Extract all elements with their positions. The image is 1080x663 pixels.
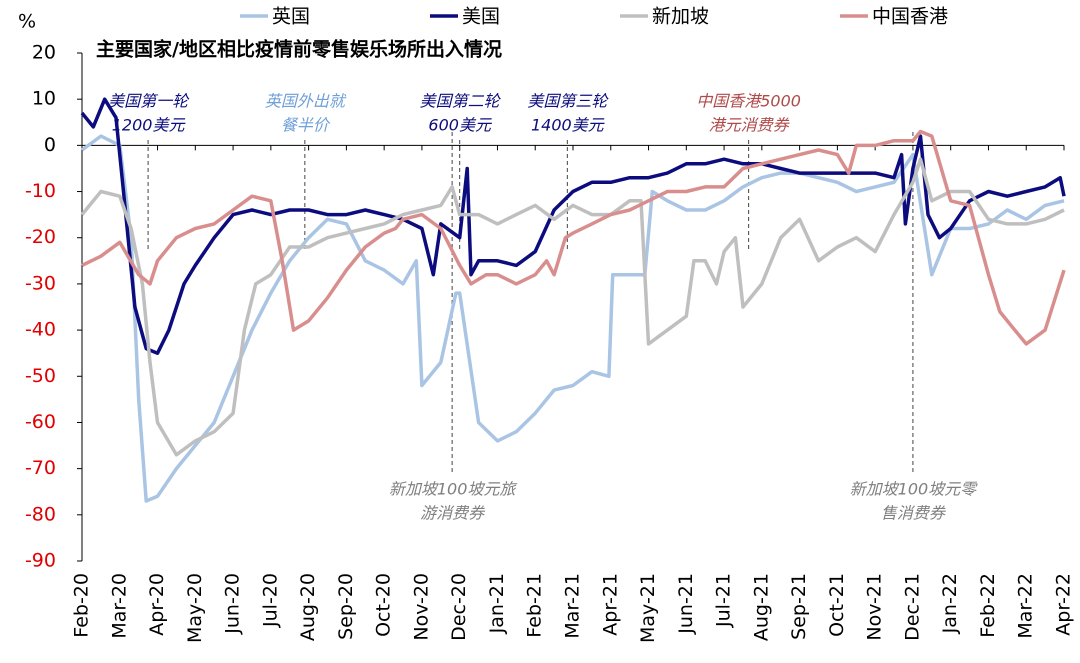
annotation-text: 新加坡100坡元零 — [850, 480, 979, 499]
annotation-text: 美国第一轮 — [108, 92, 190, 111]
x-tick-label: Aug-21 — [750, 573, 772, 641]
chart-title: 主要国家/地区相比疫情前零售娱乐场所出入情况 — [96, 38, 502, 61]
y-unit: % — [18, 11, 36, 33]
x-tick-label: Mar-21 — [562, 573, 584, 639]
annotation-text: 美国第二轮 — [420, 92, 502, 111]
x-tick-label: Jun-20 — [222, 573, 244, 635]
x-tick-label: Nov-20 — [410, 573, 432, 641]
y-tick-label: -20 — [25, 226, 56, 248]
x-tick-label: Jul-21 — [713, 573, 735, 628]
series-line — [80, 97, 1066, 355]
y-tick-label: -70 — [25, 457, 56, 479]
x-tick-label: Mar-22 — [1015, 573, 1037, 639]
x-tick-label: Apr-21 — [599, 573, 621, 636]
x-tick-label: Apr-22 — [1053, 573, 1075, 636]
annotation-text: 1400美元 — [531, 116, 606, 135]
x-tick-label: Jan-21 — [486, 573, 508, 634]
series-line — [80, 134, 1065, 503]
annotation-text: 餐半价 — [281, 116, 331, 135]
y-tick-label: -80 — [25, 503, 56, 525]
x-tick-label: Feb-21 — [524, 573, 546, 638]
x-tick-label: May-20 — [184, 573, 206, 643]
y-tick-label: -50 — [25, 365, 56, 387]
annotation-text: 1200美元 — [112, 116, 187, 135]
annotation-text: 英国外出就 — [265, 92, 347, 111]
x-tick-label: Apr-20 — [146, 573, 168, 636]
x-tick-label: Oct-21 — [826, 573, 848, 637]
x-tick-label: Feb-22 — [977, 573, 999, 638]
legend-label: 新加坡 — [652, 6, 709, 28]
series-line — [81, 129, 1066, 346]
x-tick-label: Dec-20 — [448, 573, 470, 641]
x-tick-label: Dec-21 — [901, 573, 923, 641]
y-tick-label: -90 — [25, 550, 56, 572]
y-tick-label: -40 — [25, 319, 56, 341]
x-tick-label: Feb-20 — [71, 573, 93, 638]
y-tick-label: 10 — [32, 88, 56, 110]
x-tick-label: Jan-22 — [939, 573, 961, 634]
x-tick-label: Sep-20 — [335, 573, 357, 640]
series-line — [80, 157, 1065, 457]
annotation-text: 港元消费券 — [709, 116, 791, 135]
legend-label: 中国香港 — [872, 6, 948, 28]
x-tick-label: Aug-20 — [297, 573, 319, 641]
x-tick-label: Jun-21 — [675, 573, 697, 635]
annotation-text: 600美元 — [428, 116, 493, 135]
x-tick-label: Mar-20 — [108, 573, 130, 639]
annotation-text: 游消费券 — [420, 504, 486, 523]
annotation-text: 售消费券 — [881, 504, 947, 523]
annotation-text: 新加坡100坡元旅 — [389, 480, 518, 499]
y-tick-label: 20 — [32, 42, 56, 64]
annotation-text: 中国香港5000 — [696, 92, 801, 111]
x-tick-label: Jul-20 — [259, 573, 281, 628]
x-tick-label: Oct-20 — [373, 573, 395, 637]
x-tick-label: Sep-21 — [788, 573, 810, 640]
x-tick-label: Nov-21 — [864, 573, 886, 641]
legend-label: 美国 — [462, 6, 500, 28]
annotation-text: 美国第三轮 — [527, 92, 609, 111]
x-tick-label: May-21 — [637, 573, 659, 643]
y-tick-label: 0 — [44, 134, 56, 156]
y-tick-label: -30 — [25, 272, 56, 294]
y-tick-label: -60 — [25, 411, 56, 433]
legend-label: 英国 — [272, 6, 310, 28]
y-tick-label: -10 — [25, 180, 56, 202]
